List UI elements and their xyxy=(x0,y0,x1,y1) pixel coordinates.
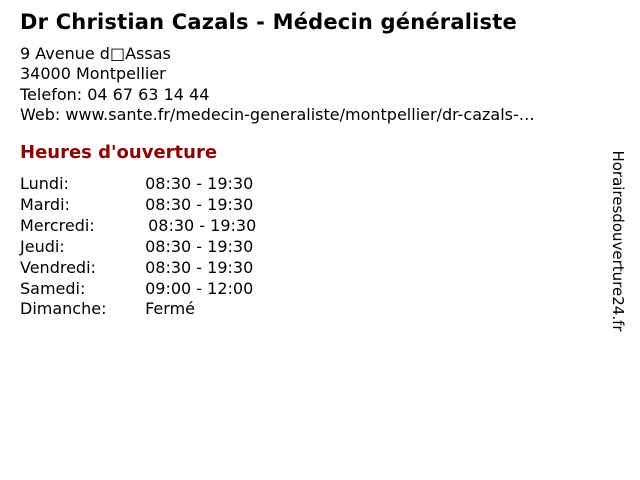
opening-hours-table: Lundi: 08:30 - 19:30 Mardi: 08:30 - 19:3… xyxy=(20,174,256,320)
day-time: Fermé xyxy=(145,299,195,319)
site-watermark-vertical: Horairesdouverture24.fr xyxy=(609,150,627,332)
day-label: Vendredi: xyxy=(20,257,96,277)
day-label: Mercredi: xyxy=(20,215,95,235)
day-label: Dimanche: xyxy=(20,299,107,319)
day-time: 08:30 - 19:30 xyxy=(145,236,254,256)
hours-row-thursday: Jeudi: 08:30 - 19:30 xyxy=(20,237,256,258)
address-line-1: 9 Avenue d□Assas xyxy=(20,44,171,63)
day-time: 09:00 - 12:00 xyxy=(145,278,254,298)
day-label: Samedi: xyxy=(20,278,86,298)
opening-hours-heading: Heures d'ouverture xyxy=(20,142,218,163)
page-title: Dr Christian Cazals - Médecin généralist… xyxy=(20,10,517,34)
phone-line: Telefon: 04 67 63 14 44 xyxy=(20,84,210,104)
hours-row-wednesday: Mercredi: 08:30 - 19:30 xyxy=(20,216,256,237)
hours-row-friday: Vendredi: 08:30 - 19:30 xyxy=(20,258,256,279)
day-label: Jeudi: xyxy=(20,236,65,256)
day-label: Lundi: xyxy=(20,174,69,193)
hours-row-monday: Lundi: 08:30 - 19:30 xyxy=(20,174,256,195)
day-time: 08:30 - 19:30 xyxy=(148,215,257,235)
contact-block: 9 Avenue d□Assas 34000 Montpellier Telef… xyxy=(20,44,535,126)
day-time: 08:30 - 19:30 xyxy=(145,174,254,193)
hours-row-tuesday: Mardi: 08:30 - 19:30 xyxy=(20,195,256,216)
hours-row-saturday: Samedi: 09:00 - 12:00 xyxy=(20,279,256,300)
day-time: 08:30 - 19:30 xyxy=(145,194,254,214)
address-line-2: 34000 Montpellier xyxy=(20,64,166,84)
day-time: 08:30 - 19:30 xyxy=(145,257,254,277)
day-label: Mardi: xyxy=(20,194,70,214)
hours-row-sunday: Dimanche: Fermé xyxy=(20,299,256,320)
web-line: Web: www.sante.fr/medecin-generaliste/mo… xyxy=(20,105,535,125)
